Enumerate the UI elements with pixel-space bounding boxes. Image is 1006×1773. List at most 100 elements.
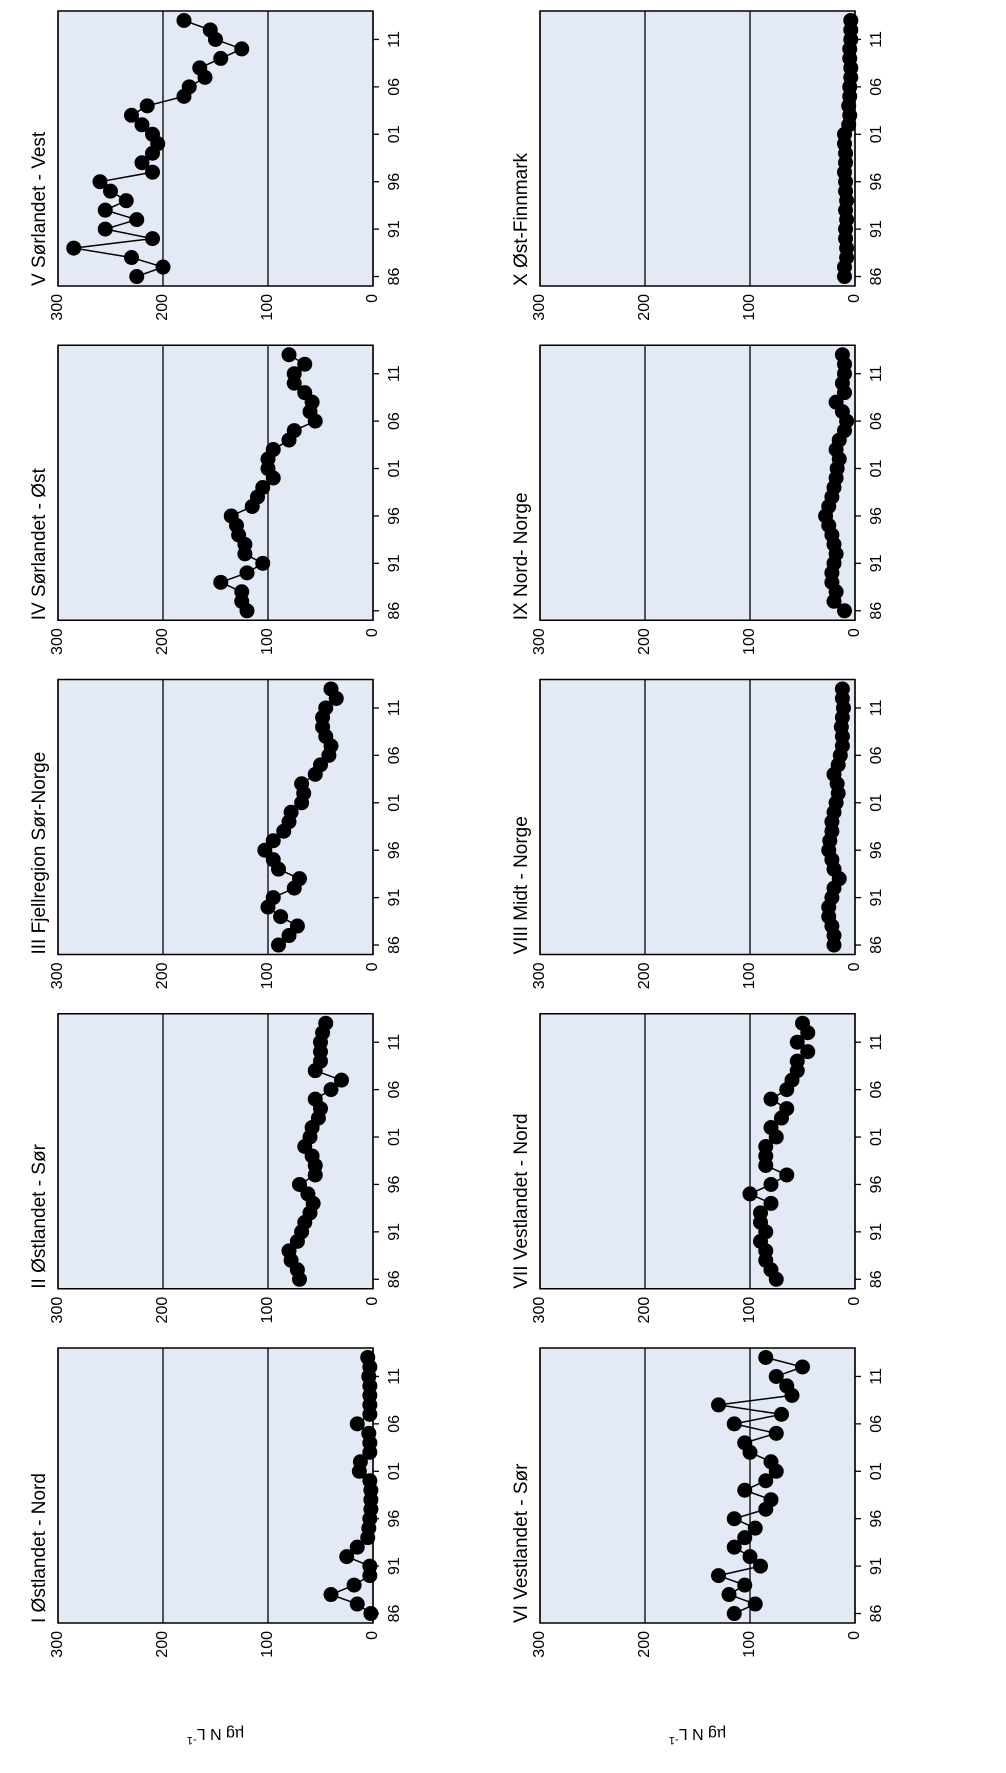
y-tick-label: 0 <box>364 294 381 303</box>
data-point <box>352 1454 368 1470</box>
panel: 0 100 200 300 86 91 96 01 06 11 VIII Midt - Norge <box>511 678 885 989</box>
y-tick-label: 100 <box>259 1297 276 1324</box>
data-point <box>711 1397 726 1413</box>
data-point <box>145 126 160 142</box>
data-point <box>742 1549 758 1565</box>
data-point <box>726 1539 742 1555</box>
data-point <box>286 366 302 382</box>
x-tick-label: 91 <box>868 1223 885 1241</box>
plot-border <box>57 10 374 287</box>
data-point <box>271 937 286 953</box>
chart-title: IV Sørlandet - Øst <box>29 467 50 620</box>
chart-title: VIII Midt - Norge <box>511 816 532 954</box>
data-point <box>843 12 859 28</box>
x-tick-label: 91 <box>386 1223 403 1241</box>
data-point <box>726 1606 742 1622</box>
chart-title: VII Vestlandet - Nord <box>511 1113 532 1288</box>
plot-area <box>540 11 855 286</box>
data-point <box>737 1482 753 1498</box>
y-tick-label: 200 <box>154 1297 171 1324</box>
plot-border <box>57 1013 374 1290</box>
data-point <box>349 1596 365 1612</box>
x-tick-label: 11 <box>868 31 885 48</box>
data-point <box>763 1176 779 1192</box>
x-tick-label: 86 <box>386 602 403 620</box>
data-point <box>255 555 271 571</box>
data-point <box>774 1406 789 1422</box>
x-tick-label: 01 <box>386 1462 403 1480</box>
y-tick-label: 100 <box>741 1631 758 1658</box>
x-tick-label: 96 <box>386 173 403 191</box>
y-tick-label: 0 <box>364 1297 381 1306</box>
plot-border <box>539 10 856 287</box>
y-tick-label: 200 <box>636 628 653 655</box>
plot-border <box>57 344 374 621</box>
data-point <box>118 193 134 209</box>
x-tick-label: 11 <box>386 700 403 717</box>
y-tick-label: 200 <box>636 962 653 989</box>
y-tick-label: 100 <box>741 962 758 989</box>
x-tick-label: 11 <box>386 365 403 382</box>
x-tick-label: 11 <box>868 700 885 717</box>
plot-area <box>58 1013 373 1289</box>
data-point <box>753 1558 768 1574</box>
x-tick-label: 96 <box>868 1175 885 1193</box>
data-point <box>234 41 250 57</box>
y-tick-label: 100 <box>741 628 758 655</box>
y-tick-label: 0 <box>846 294 863 303</box>
data-point <box>768 1425 784 1441</box>
panel: 0 100 200 300 86 91 96 01 06 11 VI Vestlandet - Sø… <box>511 1347 885 1746</box>
data-point <box>297 385 313 401</box>
data-point <box>747 1520 763 1536</box>
data-point <box>318 1015 334 1031</box>
x-tick-label: 01 <box>868 1128 885 1146</box>
data-point <box>318 700 334 716</box>
y-tick-label: 200 <box>154 294 171 321</box>
x-tick-label: 11 <box>386 1034 403 1051</box>
x-tick-label: 91 <box>868 889 885 907</box>
data-point <box>349 1539 365 1555</box>
y-tick-label: 300 <box>531 1297 548 1324</box>
x-tick-label: 11 <box>868 365 885 382</box>
data-point <box>134 155 150 171</box>
data-point <box>763 1454 779 1470</box>
y-tick-label: 300 <box>49 628 66 655</box>
y-tick-label: 0 <box>846 962 863 971</box>
data-point <box>124 107 139 123</box>
x-tick-label: 86 <box>868 268 885 286</box>
panel: 0 100 200 300 86 91 96 01 06 11 X Øst-Finnmark <box>511 10 885 321</box>
y-tick-label: 200 <box>154 1631 171 1658</box>
data-point <box>711 1568 726 1584</box>
data-point <box>223 508 239 524</box>
data-point <box>758 1473 774 1489</box>
data-point <box>758 1349 774 1365</box>
x-tick-label: 96 <box>386 1510 403 1528</box>
data-point <box>273 909 289 925</box>
y-tick-label: 0 <box>846 628 863 637</box>
data-point <box>181 79 197 95</box>
data-point <box>789 1034 805 1050</box>
y-tick-label: 100 <box>259 1631 276 1658</box>
x-tick-label: 96 <box>868 173 885 191</box>
data-point <box>202 22 218 38</box>
panel: 0 100 200 300 86 91 96 01 06 11 V Sørlandet - Vest <box>29 10 403 321</box>
data-point <box>360 1349 376 1365</box>
data-point <box>281 347 297 363</box>
x-tick-label: 11 <box>386 1368 403 1385</box>
y-tick-label: 0 <box>846 1297 863 1306</box>
x-tick-label: 06 <box>386 78 403 96</box>
y-axis-label-text: µg N L <box>197 1725 245 1742</box>
data-point <box>145 231 160 247</box>
x-tick-label: 86 <box>868 602 885 620</box>
data-point <box>213 50 229 66</box>
data-point <box>726 1511 742 1527</box>
data-point <box>97 221 113 237</box>
plot-border <box>539 1347 856 1624</box>
data-point <box>283 804 299 820</box>
x-tick-label: 06 <box>868 746 885 764</box>
plot-area <box>58 345 373 621</box>
data-point <box>255 479 271 495</box>
data-point <box>265 833 281 849</box>
data-point <box>176 12 192 28</box>
data-point <box>192 60 208 76</box>
